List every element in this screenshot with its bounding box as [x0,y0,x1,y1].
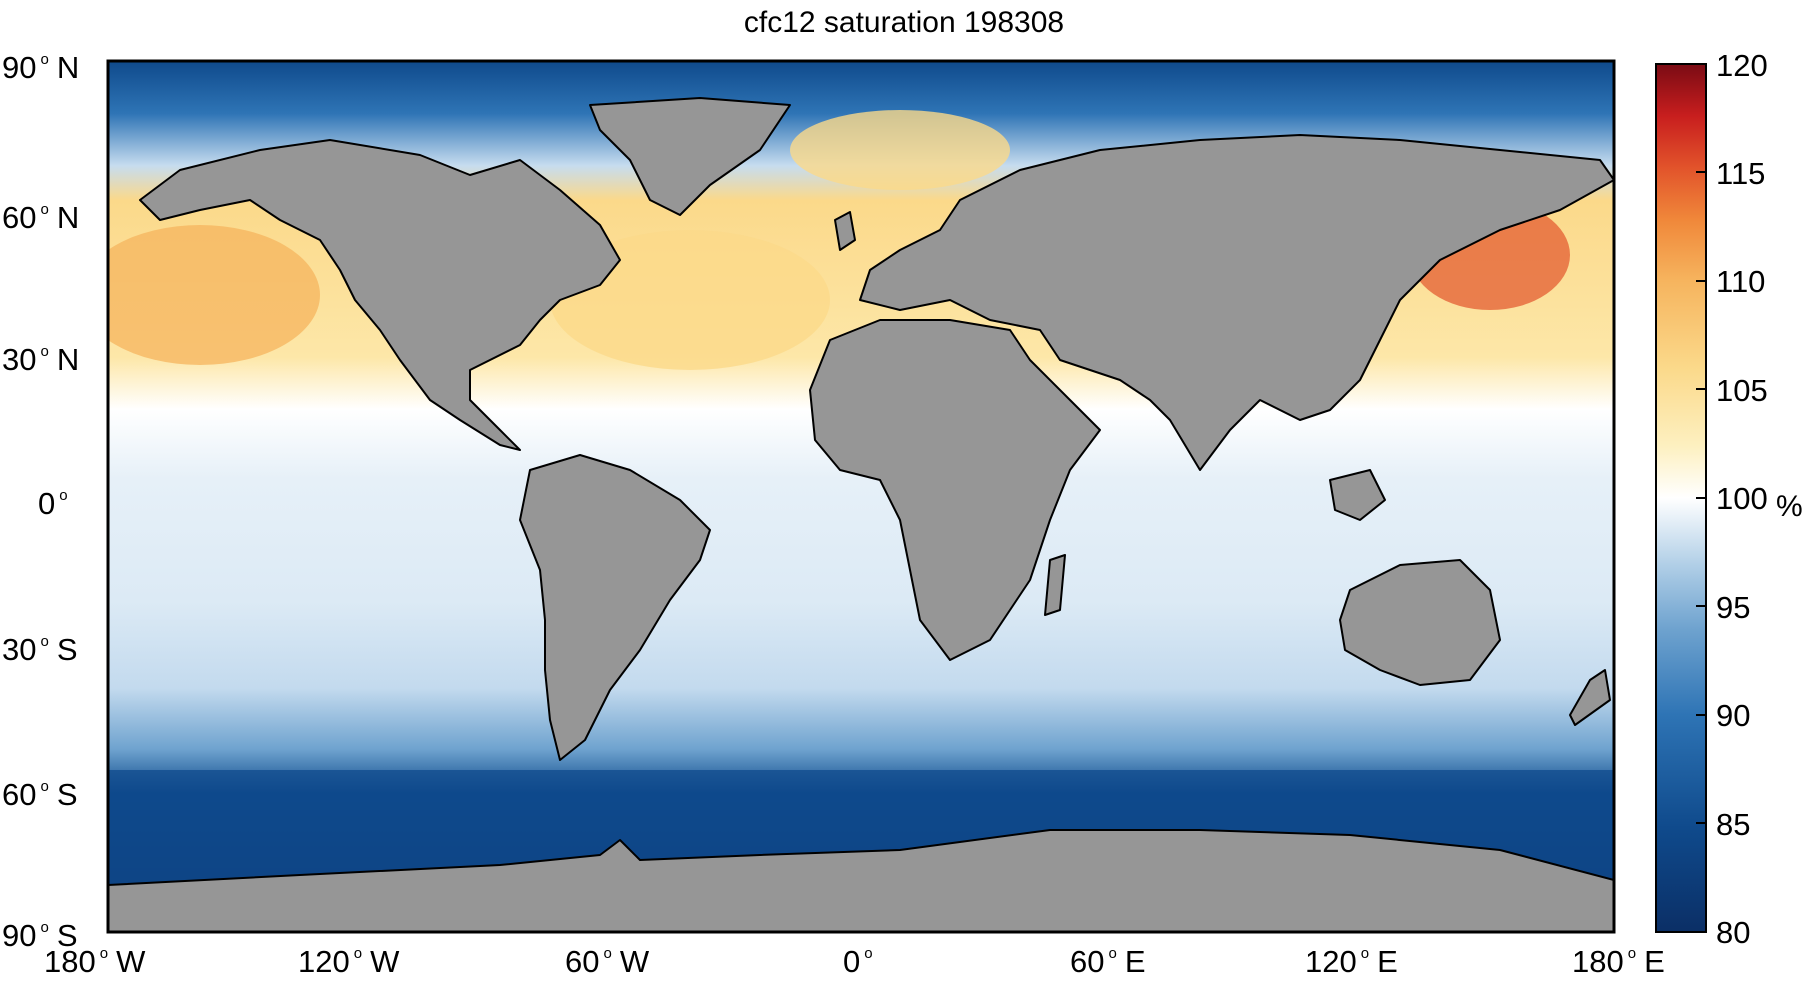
lon-label-60w: 60 o W [565,944,650,979]
borneo-island [1329,469,1386,521]
lon-label-120e: 120 o E [1305,944,1398,979]
madagascar [1044,554,1066,616]
land-masses [108,97,1614,932]
british-isles [834,211,856,251]
map-frame-border [106,59,1616,934]
eurasia [859,134,1614,471]
map-title: cfc12 saturation 198308 [743,6,1065,39]
colorbar-tick-85: 85 [1716,807,1751,842]
lon-label-180e: 180 o E [1572,944,1665,979]
lon-label-120w: 120 o W [298,944,400,979]
greenland [589,97,791,216]
lat-label-30s: 30 o S [2,632,78,667]
colorbar-tick-115: 115 [1716,156,1766,191]
north-pacific-warm-patch [108,225,320,365]
north-atlantic-warm-patch [550,230,830,370]
lat-label-30n: 30 o N [2,342,80,377]
lon-label-180w: 180 o W [44,944,146,979]
colorbar-tick-110: 110 [1716,264,1766,299]
colorbar-tick-95: 95 [1716,590,1751,625]
lat-label-60n: 60 o N [2,200,80,235]
colorbar-tick-80: 80 [1716,915,1751,950]
south-america [519,454,711,761]
colorbar-tick-120: 120 [1716,48,1768,83]
north-america [139,139,621,451]
lat-label-90n: 90 o N [2,50,80,85]
colorbar-tick-90: 90 [1716,698,1751,733]
africa [809,319,1101,661]
australia [1339,559,1501,686]
colorbar-tick-marks [1696,63,1706,824]
lat-label-60s: 60 o S [2,777,78,812]
nordic-sea-warm-patch [790,110,1010,190]
colorbar-unit: % [1776,490,1803,523]
lat-label-90s: 90 o S [2,918,78,953]
lon-label-60e: 60 o E [1070,944,1146,979]
colorbar-tick-100: 100 [1716,481,1768,516]
antarctica [108,829,1614,932]
colorbar-tick-105: 105 [1716,373,1768,408]
new-zealand [1569,669,1611,726]
